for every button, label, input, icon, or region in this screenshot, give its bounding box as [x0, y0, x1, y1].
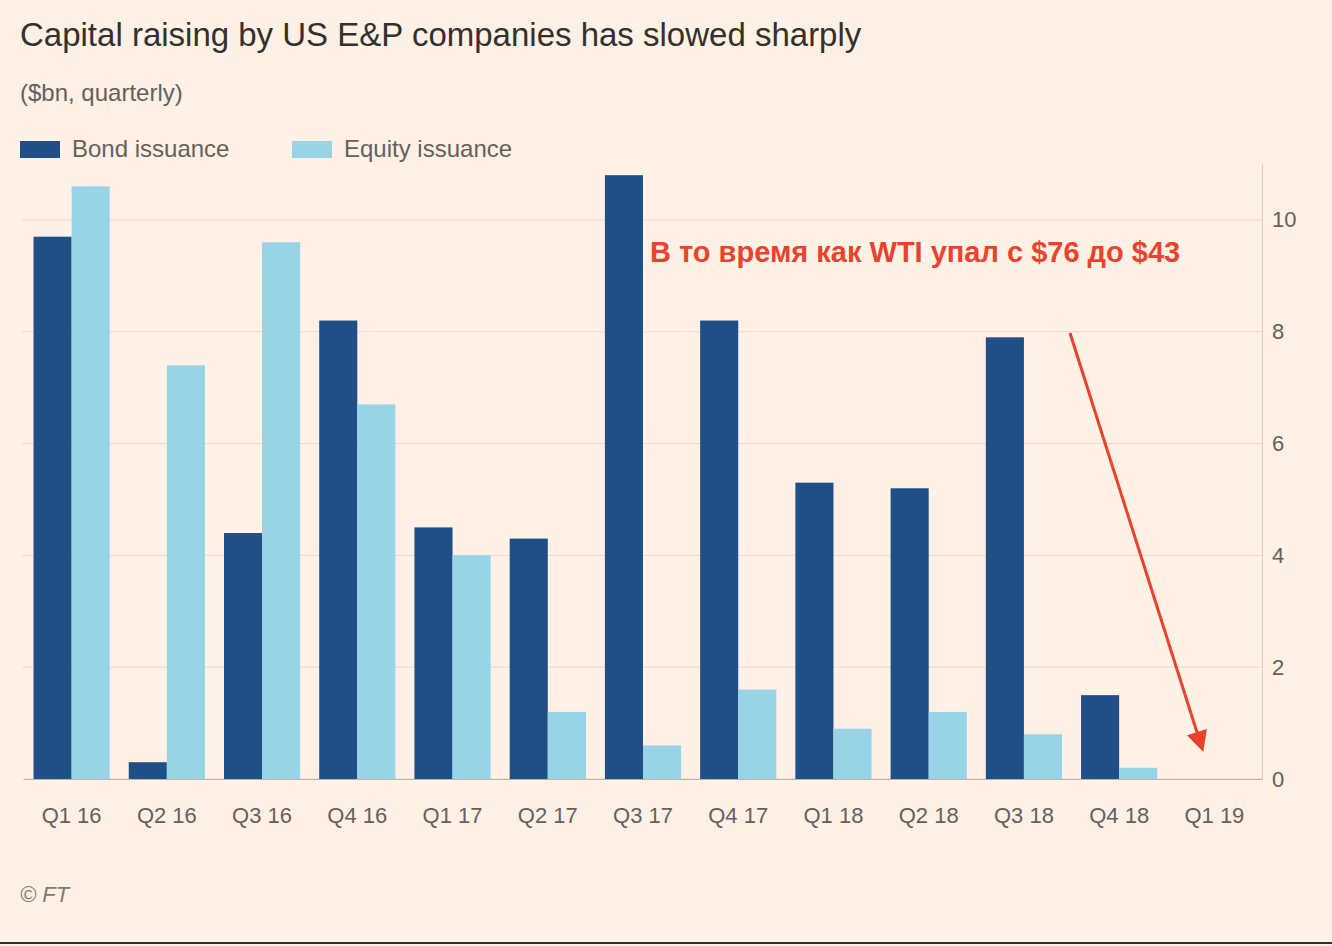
x-tick-label: Q4 16: [327, 803, 387, 828]
bar: [72, 186, 110, 779]
annotation: В то время как WTI упал с $76 до $43: [650, 236, 1180, 268]
bar: [795, 483, 833, 779]
chart: Capital raising by US E&P companies has …: [0, 0, 1332, 946]
y-tick-label: 6: [1272, 431, 1284, 456]
x-tick-label: Q1 18: [803, 803, 863, 828]
y-tick-label: 8: [1272, 319, 1284, 344]
x-tick-label: Q4 17: [708, 803, 768, 828]
bar: [129, 762, 167, 779]
bar: [1119, 768, 1157, 779]
x-tick-label: Q3 16: [232, 803, 292, 828]
x-tick: Q4 16: [327, 779, 387, 828]
axis-line: [1262, 165, 1263, 780]
y-tick-label: 0: [1272, 767, 1284, 792]
bar: [738, 690, 776, 779]
bar: [262, 242, 300, 779]
bar: [700, 321, 738, 779]
x-tick: Q1 16: [42, 779, 102, 828]
y-tick: 6: [1262, 431, 1284, 456]
axis-line: [25, 779, 1263, 780]
bar: [357, 404, 395, 779]
x-tick: Q1 19: [1184, 779, 1244, 828]
bar: [453, 555, 491, 779]
x-tick: Q4 17: [708, 779, 768, 828]
bar: [833, 729, 871, 779]
x-tick-label: Q1 19: [1184, 803, 1244, 828]
x-tick: Q1 17: [423, 779, 483, 828]
bar: [891, 488, 929, 779]
y-tick-label: 4: [1272, 543, 1284, 568]
bar: [605, 175, 643, 779]
x-tick: Q3 17: [613, 779, 673, 828]
bar: [1024, 734, 1062, 779]
bar: [986, 337, 1024, 779]
x-tick-label: Q3 18: [994, 803, 1054, 828]
source: © FT: [20, 882, 71, 907]
legend-label: Bond issuance: [72, 135, 229, 162]
subtitle: ($bn, quarterly): [20, 79, 183, 106]
x-tick: Q1 18: [803, 779, 863, 828]
x-tick-label: Q2 16: [137, 803, 197, 828]
y-tick-label: 10: [1272, 207, 1296, 232]
x-tick: Q2 17: [518, 779, 578, 828]
x-tick: Q2 16: [137, 779, 197, 828]
x-tick-label: Q2 18: [899, 803, 959, 828]
bar: [929, 712, 967, 779]
x-tick: Q2 18: [899, 779, 959, 828]
y-tick: 10: [1262, 207, 1296, 232]
y-axis: 0 2 4 6 8 10: [1262, 165, 1296, 792]
y-tick: 8: [1262, 319, 1284, 344]
bar: [319, 321, 357, 779]
border: [0, 942, 1332, 944]
x-tick: Q4 18: [1089, 779, 1149, 828]
legend-label: Equity issuance: [344, 135, 512, 162]
legend-swatch: [292, 141, 332, 158]
bar: [510, 539, 548, 779]
x-tick-label: Q1 17: [423, 803, 483, 828]
bar: [167, 365, 205, 779]
title: Capital raising by US E&P companies has …: [20, 16, 862, 53]
x-tick-label: Q1 16: [42, 803, 102, 828]
x-tick-label: Q4 18: [1089, 803, 1149, 828]
bar: [643, 745, 681, 779]
bar: [548, 712, 586, 779]
bar: [1081, 695, 1119, 779]
x-tick: Q3 16: [232, 779, 292, 828]
x-tick-label: Q2 17: [518, 803, 578, 828]
y-tick: 2: [1262, 655, 1284, 680]
x-tick-label: Q3 17: [613, 803, 673, 828]
x-axis: Q1 16 Q2 16 Q3 16 Q4 16 Q1 17 Q2 17 Q3 17 Q4 17…: [25, 779, 1263, 828]
bar: [34, 237, 72, 779]
y-tick: 0: [1262, 767, 1284, 792]
background: [0, 0, 1332, 946]
y-tick: 4: [1262, 543, 1284, 568]
annotation-arrow: [1070, 333, 1202, 748]
y-tick-label: 2: [1272, 655, 1284, 680]
bar: [224, 533, 262, 779]
x-tick: Q3 18: [994, 779, 1054, 828]
legend-swatch: [20, 141, 60, 158]
bar: [414, 527, 452, 779]
